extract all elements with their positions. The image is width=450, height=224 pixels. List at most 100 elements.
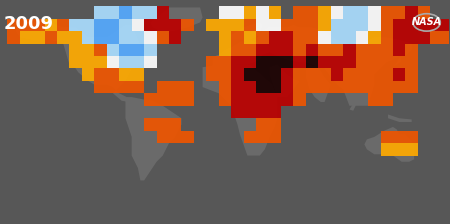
Bar [243,131,256,143]
Bar [207,69,219,81]
Bar [256,131,269,143]
Bar [318,69,331,81]
Bar [219,31,231,43]
Bar [169,118,181,131]
Bar [169,31,181,43]
Bar [381,69,393,81]
Bar [256,56,269,69]
Bar [119,43,132,56]
Bar [243,31,256,43]
Bar [393,56,405,69]
Bar [169,81,181,93]
Bar [82,69,94,81]
Bar [144,93,157,106]
Bar [132,19,144,31]
Polygon shape [306,65,331,102]
Polygon shape [270,65,300,97]
Bar [256,43,269,56]
Bar [94,19,107,31]
Bar [243,93,256,106]
Bar [269,118,281,131]
Bar [94,43,107,56]
Bar [293,81,306,93]
Bar [356,81,368,93]
Bar [57,31,69,43]
Bar [269,19,281,31]
Bar [356,19,368,31]
Bar [243,106,256,118]
Bar [343,81,356,93]
Bar [119,6,132,19]
Bar [318,43,331,56]
Bar [356,31,368,43]
Bar [306,43,318,56]
Bar [94,81,107,93]
Bar [306,19,318,31]
Bar [343,56,356,69]
Bar [381,31,393,43]
Bar [94,56,107,69]
Bar [269,31,281,43]
Polygon shape [387,57,402,72]
Bar [418,31,430,43]
Bar [381,19,393,31]
Bar [293,43,306,56]
Bar [430,19,443,31]
Bar [393,43,405,56]
Bar [231,19,243,31]
Bar [144,6,157,19]
Polygon shape [231,22,262,40]
Bar [306,31,318,43]
Bar [269,131,281,143]
Bar [20,19,32,31]
Bar [107,31,119,43]
Bar [381,43,393,56]
Bar [381,143,393,155]
Bar [69,19,82,31]
Bar [169,131,181,143]
Bar [443,19,450,31]
Bar [393,19,405,31]
Bar [381,131,393,143]
Polygon shape [212,40,262,67]
Bar [107,43,119,56]
Bar [144,118,157,131]
Polygon shape [126,97,181,181]
Bar [368,43,381,56]
Bar [405,81,418,93]
Bar [293,69,306,81]
Bar [418,19,430,31]
Bar [231,56,243,69]
Bar [231,31,243,43]
Bar [293,93,306,106]
Bar [368,93,381,106]
Bar [331,81,343,93]
Bar [181,19,194,31]
Bar [318,19,331,31]
Bar [368,19,381,31]
Bar [243,43,256,56]
Bar [331,6,343,19]
Bar [318,81,331,93]
Bar [231,81,243,93]
Bar [94,31,107,43]
Bar [443,31,450,43]
Bar [293,19,306,31]
Bar [219,81,231,93]
Bar [219,19,231,31]
Polygon shape [388,114,412,122]
Bar [281,69,293,81]
Bar [7,19,20,31]
Bar [343,31,356,43]
Bar [144,43,157,56]
Bar [331,19,343,31]
Bar [256,118,269,131]
Bar [132,69,144,81]
Bar [405,143,418,155]
Bar [356,43,368,56]
Bar [381,81,393,93]
Bar [256,31,269,43]
Bar [243,56,256,69]
Bar [231,106,243,118]
Bar [281,43,293,56]
